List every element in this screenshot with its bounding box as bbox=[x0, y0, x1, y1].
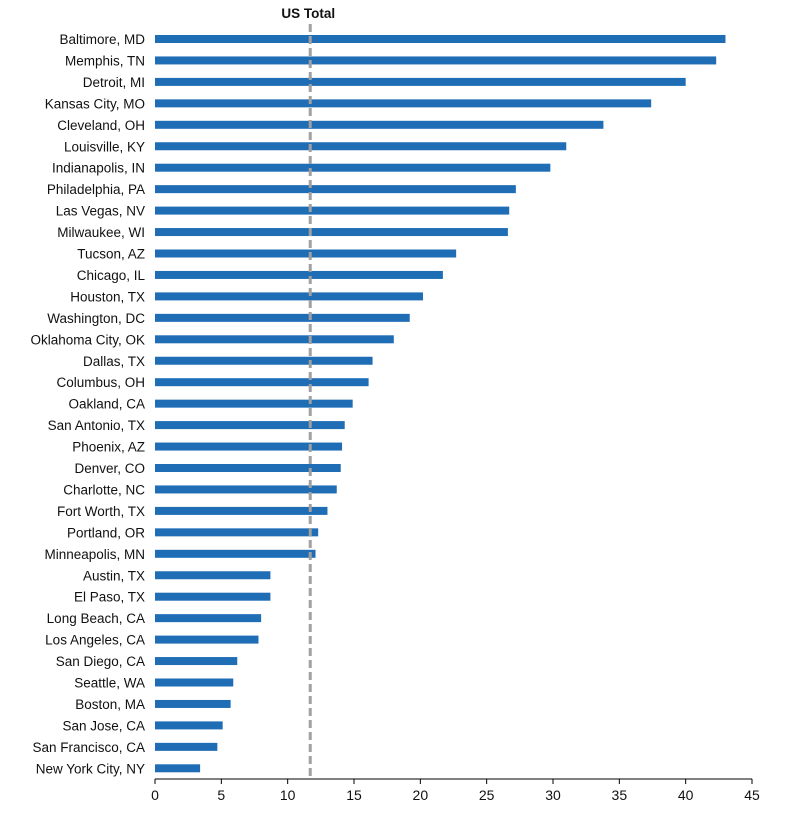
category-label: Denver, CO bbox=[74, 461, 145, 476]
bar bbox=[155, 313, 410, 322]
category-label: Kansas City, MO bbox=[45, 96, 145, 111]
category-label: San Diego, CA bbox=[56, 654, 145, 669]
category-label: Tucson, AZ bbox=[77, 247, 145, 262]
bar bbox=[155, 464, 341, 472]
category-labels: Baltimore, MD Memphis, TN Detroit, MI Kansa… bbox=[30, 32, 145, 776]
bar bbox=[155, 549, 316, 558]
bar bbox=[155, 56, 717, 65]
bar bbox=[155, 528, 319, 537]
category-label: Las Vegas, NV bbox=[56, 204, 145, 219]
category-label: Oakland, CA bbox=[68, 397, 145, 412]
bar bbox=[155, 270, 443, 279]
bars-group bbox=[155, 35, 726, 773]
bar bbox=[155, 163, 551, 172]
category-label: Boston, MA bbox=[75, 697, 145, 712]
category-label: Seattle, WA bbox=[74, 676, 145, 691]
category-label: New York City, NY bbox=[36, 761, 145, 776]
bar bbox=[155, 506, 328, 515]
bar bbox=[155, 614, 262, 623]
bar bbox=[155, 99, 652, 108]
category-label: Houston, TX bbox=[70, 289, 145, 304]
x-tick-label: 5 bbox=[217, 787, 225, 803]
bar bbox=[155, 35, 726, 43]
category-label: Portland, OR bbox=[67, 525, 145, 540]
bar bbox=[155, 185, 516, 194]
bar bbox=[155, 635, 259, 644]
bar bbox=[155, 742, 218, 751]
bar bbox=[155, 764, 201, 773]
x-tick-label: 20 bbox=[413, 787, 429, 803]
category-label: San Jose, CA bbox=[62, 718, 145, 733]
bar bbox=[155, 657, 238, 666]
category-label: Charlotte, NC bbox=[63, 482, 145, 497]
category-label: Fort Worth, TX bbox=[57, 504, 145, 519]
bar bbox=[155, 721, 223, 730]
category-label: Austin, TX bbox=[83, 568, 145, 583]
category-label: Dallas, TX bbox=[83, 354, 145, 369]
bar bbox=[155, 442, 343, 451]
x-tick-label: 45 bbox=[744, 787, 760, 803]
category-label: Los Angeles, CA bbox=[45, 633, 145, 648]
category-label: Oklahoma City, OK bbox=[30, 332, 145, 347]
x-tick-label: 10 bbox=[280, 787, 296, 803]
category-label: Milwaukee, WI bbox=[57, 225, 145, 240]
category-label: Columbus, OH bbox=[56, 375, 145, 390]
x-tick-label: 25 bbox=[479, 787, 495, 803]
bar bbox=[155, 77, 686, 86]
category-label: Memphis, TN bbox=[65, 53, 145, 68]
bar bbox=[155, 571, 271, 580]
bar bbox=[155, 399, 353, 408]
x-tick-label: 30 bbox=[545, 787, 561, 803]
bar bbox=[155, 592, 271, 601]
bar bbox=[155, 249, 457, 258]
bar bbox=[155, 678, 234, 687]
bar bbox=[155, 292, 423, 301]
category-label: San Francisco, CA bbox=[32, 740, 145, 755]
x-tick-label: 15 bbox=[346, 787, 362, 803]
bar bbox=[155, 228, 508, 237]
bar bbox=[155, 206, 510, 215]
bar bbox=[155, 485, 337, 494]
x-tick-label: 0 bbox=[151, 787, 159, 803]
x-tick-label: 35 bbox=[612, 787, 628, 803]
bar bbox=[155, 699, 231, 708]
category-label: Long Beach, CA bbox=[47, 611, 145, 626]
category-label: Phoenix, AZ bbox=[72, 440, 145, 455]
category-label: El Paso, TX bbox=[74, 590, 145, 605]
category-label: Louisville, KY bbox=[64, 139, 145, 154]
category-label: Minneapolis, MN bbox=[44, 547, 145, 562]
bar bbox=[155, 120, 604, 129]
bar bbox=[155, 335, 394, 344]
category-label: Chicago, IL bbox=[77, 268, 146, 283]
category-label: San Antonio, TX bbox=[48, 418, 145, 433]
x-tick-label: 40 bbox=[678, 787, 694, 803]
category-label: Detroit, MI bbox=[83, 75, 145, 90]
category-label: Philadelphia, PA bbox=[47, 182, 145, 197]
bar bbox=[155, 378, 369, 387]
category-label: Cleveland, OH bbox=[57, 118, 145, 133]
bar bbox=[155, 142, 567, 151]
bar bbox=[155, 421, 345, 430]
us-total-label: US Total bbox=[281, 6, 335, 21]
bar bbox=[155, 356, 373, 365]
x-axis-ticks: 0 5 10 15 20 25 30 35 40 45 bbox=[151, 779, 760, 803]
category-label: Washington, DC bbox=[47, 311, 145, 326]
category-label: Indianapolis, IN bbox=[52, 161, 145, 176]
category-label: Baltimore, MD bbox=[59, 32, 145, 47]
